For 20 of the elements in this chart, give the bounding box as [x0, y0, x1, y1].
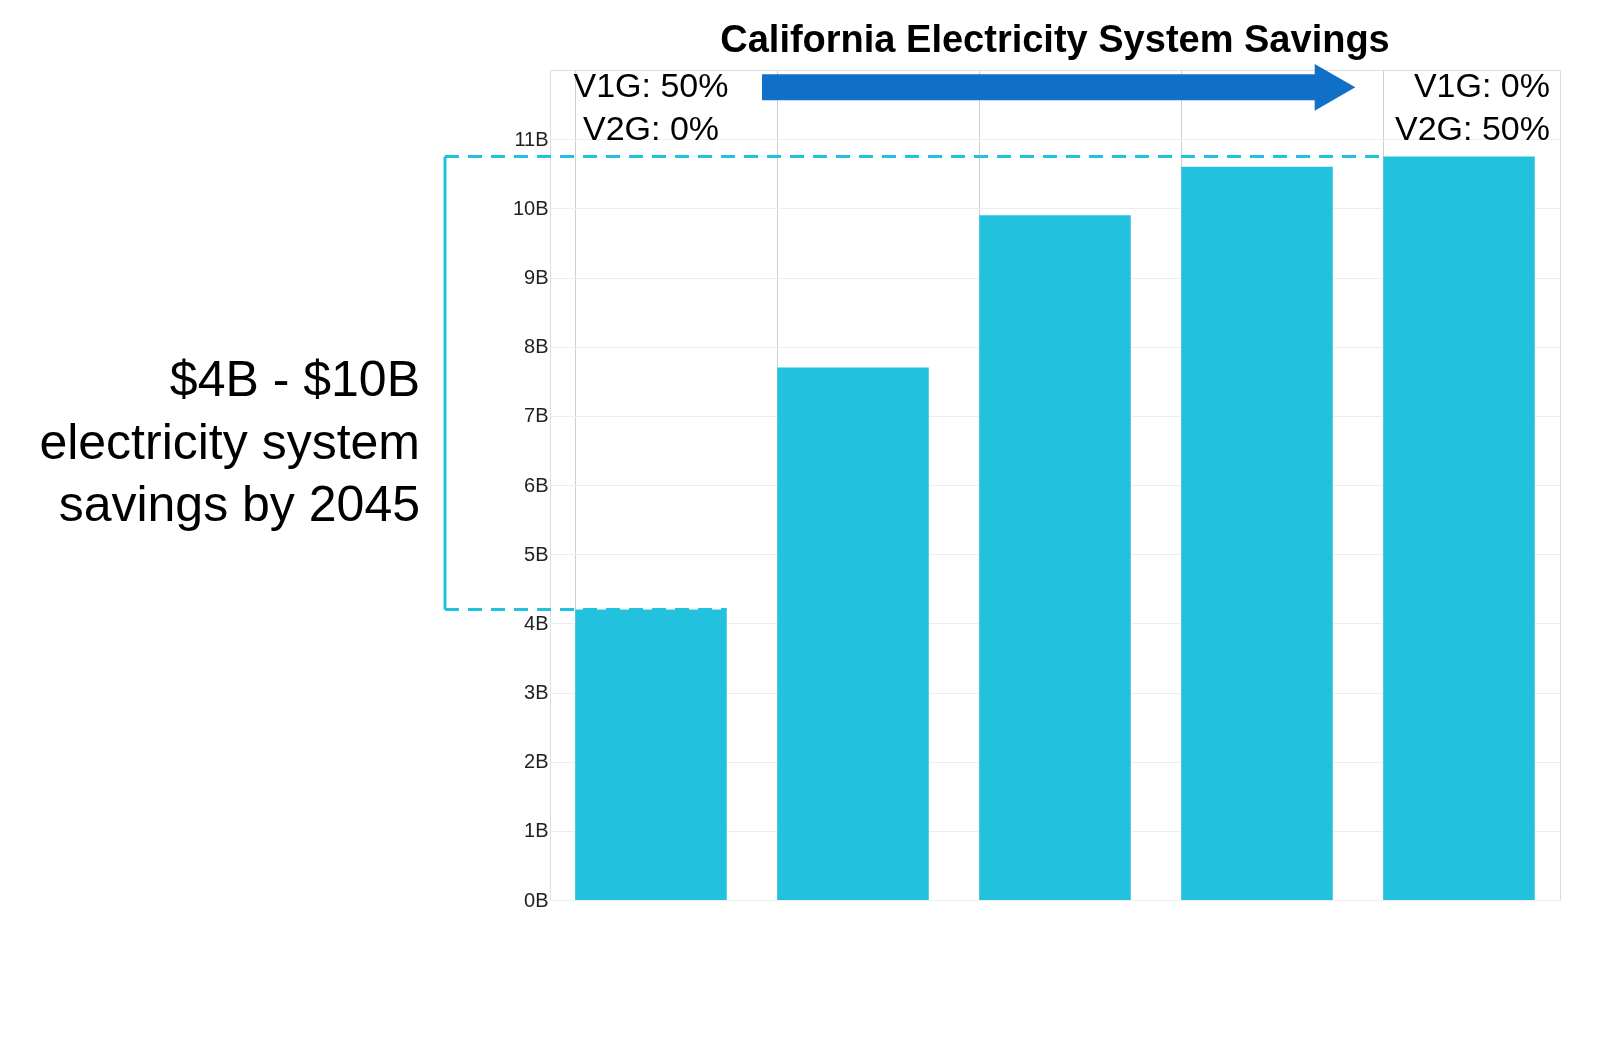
annotation: V1G: 50% V2G: 0% [573, 66, 729, 147]
y-tick-label: 8B [524, 335, 549, 358]
y-tick-label: 10B [512, 196, 549, 219]
bar [1181, 166, 1333, 900]
y-tick-label: 3B [524, 681, 549, 703]
y-tick-label: 2B [524, 750, 549, 773]
bar [1383, 156, 1535, 900]
y-tick-label: 4B [524, 611, 549, 634]
y-tick-label: 11B [514, 127, 549, 150]
chart-title: California Electricity System Savings [720, 17, 1390, 60]
y-tick-label: 5B [524, 542, 549, 565]
y-tick-label: 1B [524, 819, 549, 842]
bar [979, 215, 1131, 900]
text: $4B - $10B electricity system savings by 2045 [39, 351, 420, 533]
y-tick-label: 7B [524, 404, 549, 427]
y-tick-label: 0B [524, 888, 549, 911]
bar [777, 367, 929, 900]
y-tick-label: 6B [524, 473, 549, 496]
y-tick-label: 9B [524, 266, 549, 288]
annotation: V1G: 0% V2G: 50% [1395, 66, 1550, 147]
